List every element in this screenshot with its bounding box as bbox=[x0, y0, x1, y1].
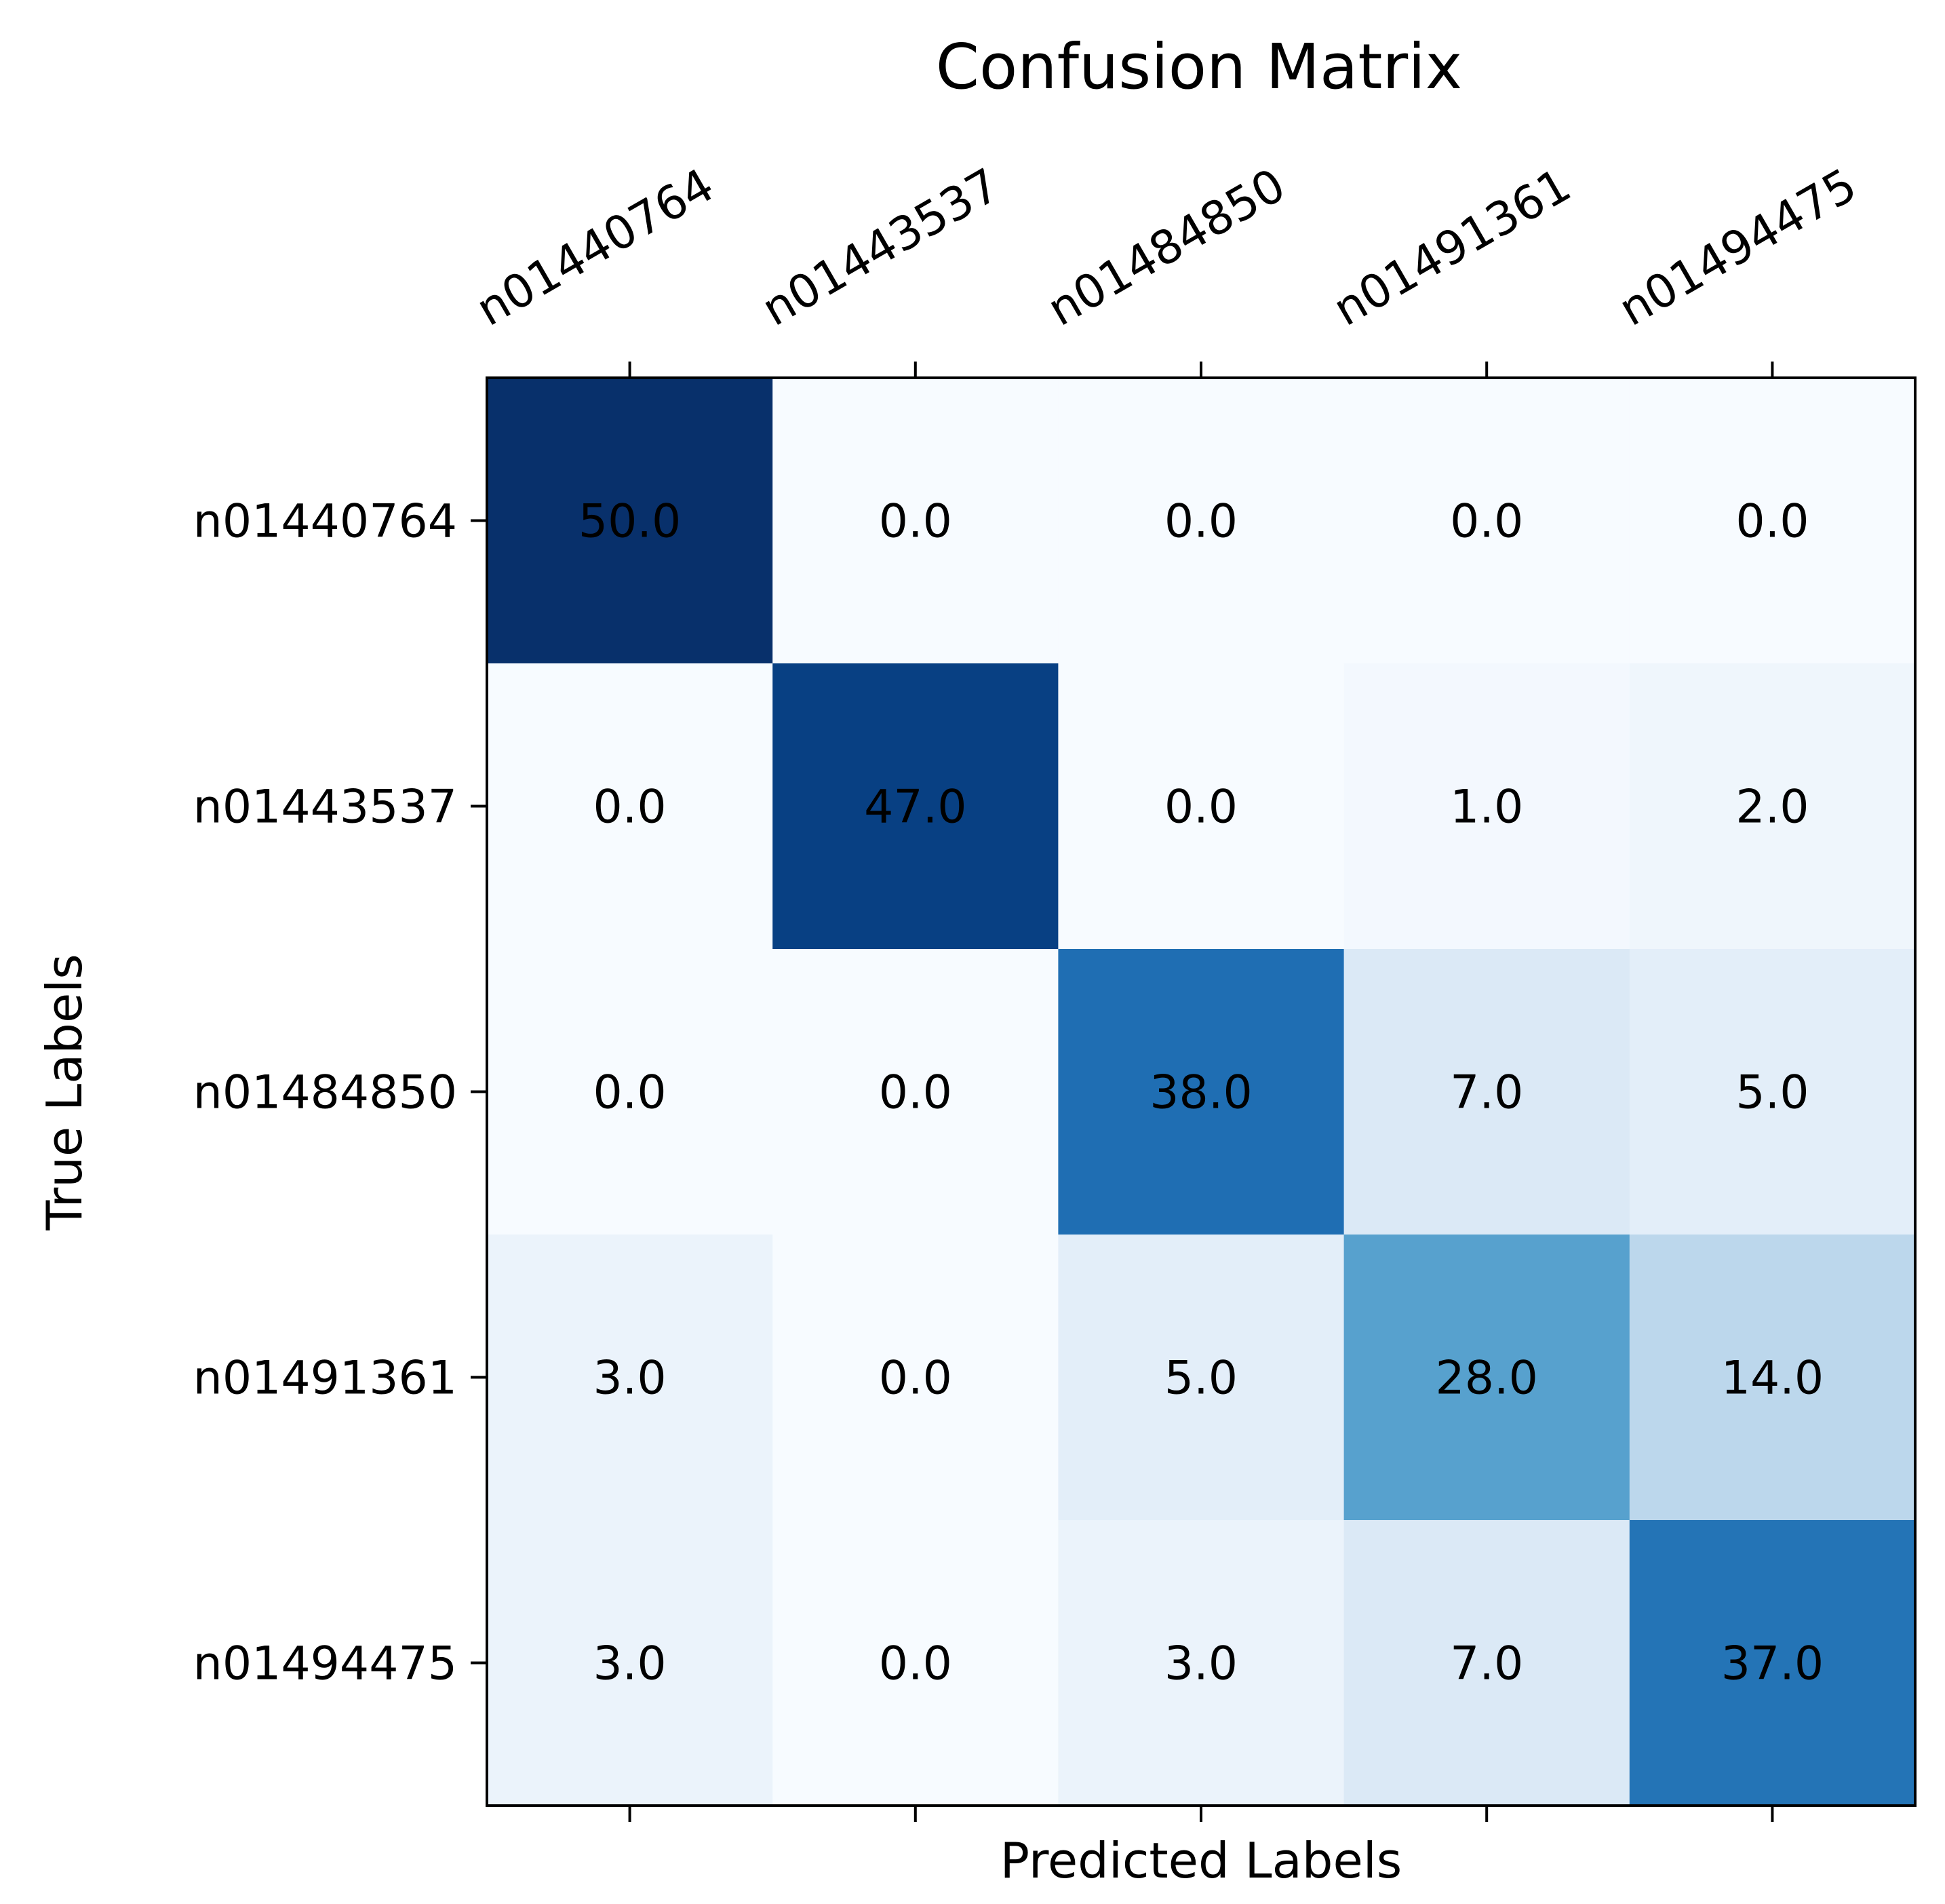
heatmap-cell bbox=[772, 1235, 1059, 1521]
cell-value-label: 0.0 bbox=[1450, 495, 1523, 549]
heatmap-cell bbox=[1343, 663, 1630, 950]
cell-value-label: 0.0 bbox=[879, 495, 952, 549]
x-tick-label: n01491361 bbox=[1324, 159, 1580, 337]
cell-value-label: 1.0 bbox=[1450, 781, 1523, 834]
heatmap-cell bbox=[1343, 1520, 1630, 1806]
y-tick-label: n01494475 bbox=[193, 1637, 457, 1691]
heatmap-cell bbox=[487, 663, 773, 950]
cell-value-label: 38.0 bbox=[1150, 1066, 1252, 1120]
heatmap-cells bbox=[487, 378, 1916, 1806]
x-axis-label: Predicted Labels bbox=[1000, 1832, 1402, 1889]
heatmap-cell bbox=[1058, 1235, 1345, 1521]
cell-value-label: 3.0 bbox=[593, 1352, 667, 1405]
cell-value-label: 0.0 bbox=[1164, 495, 1238, 549]
y-axis-label: True Labels bbox=[36, 954, 93, 1231]
cell-value-label: 0.0 bbox=[593, 1066, 667, 1120]
y-axis-ticks: n01440764 n01443537 n01484850 n01491361 n014… bbox=[193, 495, 487, 1691]
chart-title: Confusion Matrix bbox=[936, 31, 1463, 103]
heatmap-cell bbox=[1058, 378, 1345, 664]
heatmap-cell bbox=[1058, 1520, 1345, 1806]
heatmap-cell bbox=[772, 663, 1059, 950]
cell-value-label: 14.0 bbox=[1721, 1352, 1824, 1405]
heatmap-cell bbox=[772, 378, 1059, 664]
cell-value-label: 0.0 bbox=[879, 1352, 952, 1405]
cell-value-label: 47.0 bbox=[864, 781, 966, 834]
heatmap-cell bbox=[1058, 663, 1345, 950]
x-tick-label: n01440764 bbox=[468, 159, 724, 337]
heatmap-cell bbox=[1629, 663, 1916, 950]
heatmap-cell bbox=[1629, 949, 1916, 1235]
heatmap-cell bbox=[487, 378, 773, 664]
x-tick-label: n01443537 bbox=[753, 159, 1009, 337]
heatmap-cell bbox=[1343, 949, 1630, 1235]
heatmap-cell bbox=[487, 1520, 773, 1806]
heatmap-cell bbox=[1629, 1520, 1916, 1806]
cell-value-labels: 50.0 0.0 0.0 0.0 0.0 0.0 47.0 0.0 1.0 2.0 0.0 0.0 38… bbox=[578, 495, 1824, 1691]
cell-value-label: 5.0 bbox=[1164, 1352, 1238, 1405]
cell-value-label: 7.0 bbox=[1450, 1637, 1523, 1691]
heatmap-cell bbox=[487, 1235, 773, 1521]
y-tick-label: n01440764 bbox=[193, 495, 457, 549]
x-tick-label: n01494475 bbox=[1610, 159, 1866, 337]
heatmap-cell bbox=[1629, 378, 1916, 664]
cell-value-label: 0.0 bbox=[593, 781, 667, 834]
x-tick-label: n01484850 bbox=[1039, 159, 1295, 337]
cell-value-label: 28.0 bbox=[1435, 1352, 1537, 1405]
cell-value-label: 0.0 bbox=[1164, 781, 1238, 834]
cell-value-label: 50.0 bbox=[578, 495, 681, 549]
cell-value-label: 5.0 bbox=[1735, 1066, 1809, 1120]
cell-value-label: 0.0 bbox=[1735, 495, 1809, 549]
heatmap-cell bbox=[1343, 1235, 1630, 1521]
cell-value-label: 7.0 bbox=[1450, 1066, 1523, 1120]
heatmap-cell bbox=[1629, 1235, 1916, 1521]
cell-value-label: 0.0 bbox=[879, 1637, 952, 1691]
cell-value-label: 3.0 bbox=[1164, 1637, 1238, 1691]
cell-value-label: 37.0 bbox=[1721, 1637, 1824, 1691]
heatmap-cell bbox=[487, 949, 773, 1235]
y-tick-label: n01443537 bbox=[193, 781, 457, 834]
heatmap-cell bbox=[1343, 378, 1630, 664]
y-tick-label: n01491361 bbox=[193, 1352, 457, 1405]
cell-value-label: 2.0 bbox=[1735, 781, 1809, 834]
cell-value-label: 3.0 bbox=[593, 1637, 667, 1691]
heatmap-cell bbox=[1058, 949, 1345, 1235]
heatmap-cell bbox=[772, 949, 1059, 1235]
cell-value-label: 0.0 bbox=[879, 1066, 952, 1120]
heatmap-cell bbox=[772, 1520, 1059, 1806]
y-tick-label: n01484850 bbox=[193, 1066, 457, 1120]
